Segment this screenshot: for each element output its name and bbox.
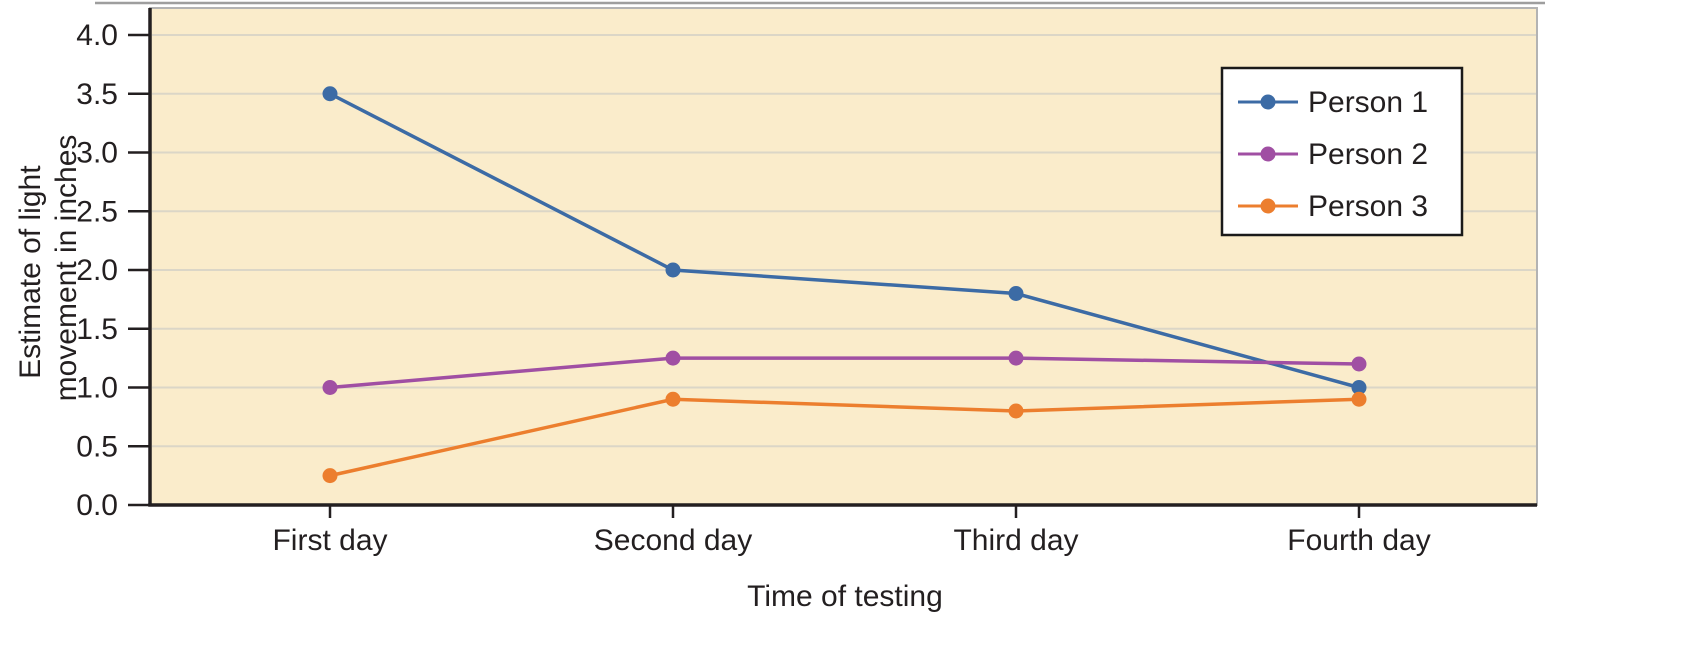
y-axis-title-line2: movement in inches [50, 135, 83, 402]
data-point-person-1 [322, 86, 338, 102]
y-tick-label: 3.0 [76, 137, 118, 170]
data-point-person-1 [665, 262, 681, 278]
data-point-person-2 [322, 380, 338, 395]
x-category-label: Second day [594, 524, 752, 557]
data-point-person-3 [1008, 403, 1024, 419]
x-category-label: First day [272, 524, 387, 557]
x-category-label: Third day [953, 524, 1078, 557]
data-point-person-3 [1351, 391, 1367, 407]
legend-marker-person-2 [1260, 146, 1276, 162]
y-tick-label: 1.0 [76, 372, 118, 405]
x-category-label: Fourth day [1287, 524, 1430, 557]
data-point-person-2 [665, 350, 681, 366]
chart-generated-layer: 0.0 0.5 1.0 1.5 2.0 2.5 3.0 3.5 4.0 First day Seco… [76, 1, 1545, 557]
x-axis-title: Time of testing [747, 580, 943, 613]
data-point-person-1 [1008, 286, 1024, 301]
series-line-person-3 [329, 397, 1360, 478]
y-tick-label: 0.0 [76, 489, 118, 522]
y-tick-label: 2.0 [76, 254, 118, 287]
legend-marker-person-3 [1260, 198, 1276, 214]
y-tick-label: 2.5 [76, 195, 118, 228]
data-point-person-2 [1351, 356, 1367, 372]
legend-label-person-3: Person 3 [1308, 190, 1428, 223]
y-tick-label: 0.5 [76, 430, 118, 463]
data-point-person-1 [1351, 380, 1367, 395]
y-tick-label: 4.0 [76, 19, 118, 52]
y-tick-label: 3.5 [76, 78, 118, 111]
data-point-person-3 [665, 391, 681, 407]
legend-label-person-1: Person 1 [1308, 86, 1428, 119]
series-line-person-1 [329, 92, 1360, 390]
y-tick-label: 1.5 [76, 313, 118, 346]
series-line-person-2 [329, 356, 1360, 390]
legend-marker-person-1 [1260, 94, 1276, 110]
legend-label-person-2: Person 2 [1308, 138, 1428, 171]
y-axis-title-line1: Estimate of light [14, 165, 47, 379]
data-point-person-2 [1008, 350, 1024, 366]
y-axis-title: Estimate of light movement in inches [14, 135, 83, 402]
data-point-person-3 [322, 468, 338, 484]
